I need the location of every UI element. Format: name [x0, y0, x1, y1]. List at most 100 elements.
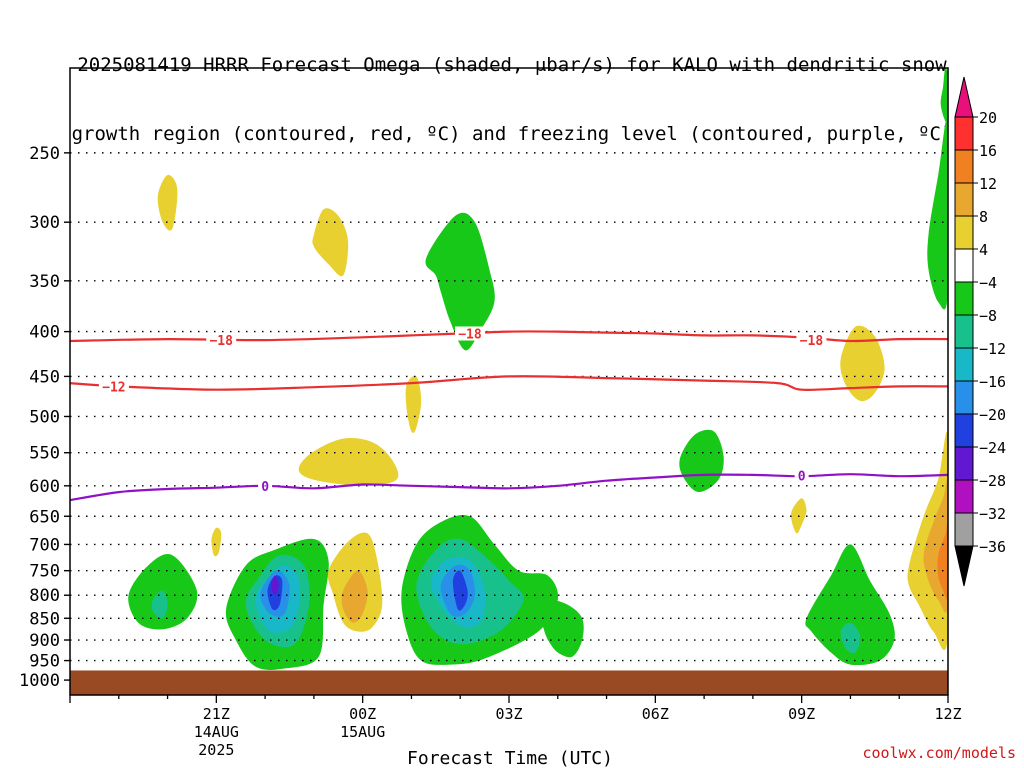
omega-region [298, 438, 399, 486]
colorbar-label: −12 [979, 340, 1006, 358]
colorbar-label: −36 [979, 538, 1006, 556]
colorbar-label: −32 [979, 505, 1006, 523]
contour-label-text: −18 [800, 334, 824, 349]
colorbar-top-arrow [954, 76, 974, 118]
contour-label-bg [454, 326, 485, 341]
contour-zeroC [70, 473, 948, 502]
colorbar-label: −24 [979, 439, 1006, 457]
y-tick-label: 700 [29, 535, 60, 555]
y-tick-label: 900 [29, 631, 60, 651]
x-tick-label: 21Z [203, 705, 230, 723]
x-axis-label: Forecast Time (UTC) [407, 748, 613, 768]
colorbar-box [954, 380, 974, 415]
omega-region [679, 429, 724, 493]
colorbar-box [954, 347, 974, 382]
omega-region [840, 622, 861, 654]
colorbar-bottom-arrow [954, 545, 974, 587]
colorbar-box [954, 512, 974, 547]
y-tick-label: 800 [29, 586, 60, 606]
colorbar-label: −8 [979, 307, 997, 325]
omega-region [538, 599, 584, 658]
y-tick-label: 750 [29, 562, 60, 582]
contour-label-minus18C: −18 [796, 333, 827, 349]
y-tick-label: 250 [29, 144, 60, 164]
y-tick-label: 500 [29, 407, 60, 427]
colorbar-label: 4 [979, 241, 988, 259]
contour-label-bg [796, 333, 827, 348]
colorbar-label: −16 [979, 373, 1006, 391]
contour-label-text: 0 [261, 480, 269, 495]
colorbar-box [954, 182, 974, 217]
contour-label-zeroC: 0 [258, 478, 273, 495]
ground-fill [70, 670, 948, 695]
contour-label-minus18C: −18 [454, 326, 485, 343]
x-tick-label: 09Z [788, 705, 815, 723]
contour-label-bg [98, 379, 129, 394]
contour-label-text: 0 [798, 470, 806, 485]
colorbar-label: −28 [979, 472, 1006, 490]
contour-label-minus18C: −18 [206, 333, 237, 349]
ground-layer [70, 670, 948, 695]
y-tick-label: 950 [29, 652, 60, 672]
omega-region [157, 174, 178, 231]
omega-region [927, 117, 948, 310]
x-tick-label: 06Z [642, 705, 669, 723]
omega-region [312, 208, 349, 277]
colorbar-box [954, 248, 974, 283]
credit-text: coolwx.com/models [862, 744, 1016, 762]
x-tick-label: 00Z [349, 705, 376, 723]
omega-region [840, 325, 885, 402]
y-tick-label: 400 [29, 323, 60, 343]
y-tick-label: 350 [29, 272, 60, 292]
colorbar-label: 20 [979, 109, 997, 127]
omega-region [940, 68, 948, 122]
x-tick-year: 2025 [198, 741, 234, 759]
colorbar-box [954, 215, 974, 250]
omega-shading [128, 68, 948, 670]
omega-region [341, 570, 368, 623]
colorbar-label: 16 [979, 142, 997, 160]
colorbar-label: 12 [979, 175, 997, 193]
omega-region [937, 518, 948, 600]
y-tick-label: 300 [29, 213, 60, 233]
chart-title-line1: 2025081419 HRRR Forecast Omega (shaded, … [77, 54, 947, 76]
contour-label-bg [258, 478, 273, 493]
colorbar-label: 8 [979, 208, 988, 226]
x-tick-label: 03Z [495, 705, 522, 723]
contour-minus12C [70, 375, 948, 391]
colorbar: 20 16 12 8 4 −4 −8 −12 −16 −20 −24 −28 −32 −36 [954, 76, 1006, 587]
contour-label-bg [206, 333, 237, 348]
contour-label-text: −18 [458, 328, 482, 343]
colorbar-box [954, 314, 974, 349]
contour-label-text: −18 [209, 334, 233, 349]
omega-region [405, 375, 422, 433]
pressure-axis: 2503003504004505005506006507007508008509… [19, 144, 70, 691]
omega-region [805, 544, 895, 666]
omega-region [452, 570, 468, 611]
chart-title: 2025081419 HRRR Forecast Omega (shaded, … [0, 8, 1024, 169]
omega-region [211, 527, 222, 557]
colorbar-box [954, 413, 974, 448]
colorbar-label: −20 [979, 406, 1006, 424]
y-tick-label: 550 [29, 444, 60, 464]
omega-region [151, 590, 168, 619]
temperature-contours: −18 −18 −18 −12 0 0 [70, 326, 948, 502]
x-tick-date: 14AUG [194, 723, 239, 741]
omega-region [425, 212, 495, 351]
contour-label-minus12C: −12 [98, 379, 129, 395]
colorbar-box [954, 149, 974, 184]
omega-region [271, 575, 279, 596]
colorbar-box [954, 116, 974, 151]
contour-label-bg [794, 468, 809, 483]
colorbar-box [954, 446, 974, 481]
y-tick-label: 850 [29, 609, 60, 629]
colorbar-label: −4 [979, 274, 997, 292]
colorbar-box [954, 281, 974, 316]
x-tick-label: 12Z [934, 705, 961, 723]
contour-label-zeroC: 0 [794, 468, 809, 485]
contour-label-text: −12 [102, 380, 125, 395]
y-tick-label: 450 [29, 367, 60, 387]
y-tick-label: 600 [29, 477, 60, 497]
